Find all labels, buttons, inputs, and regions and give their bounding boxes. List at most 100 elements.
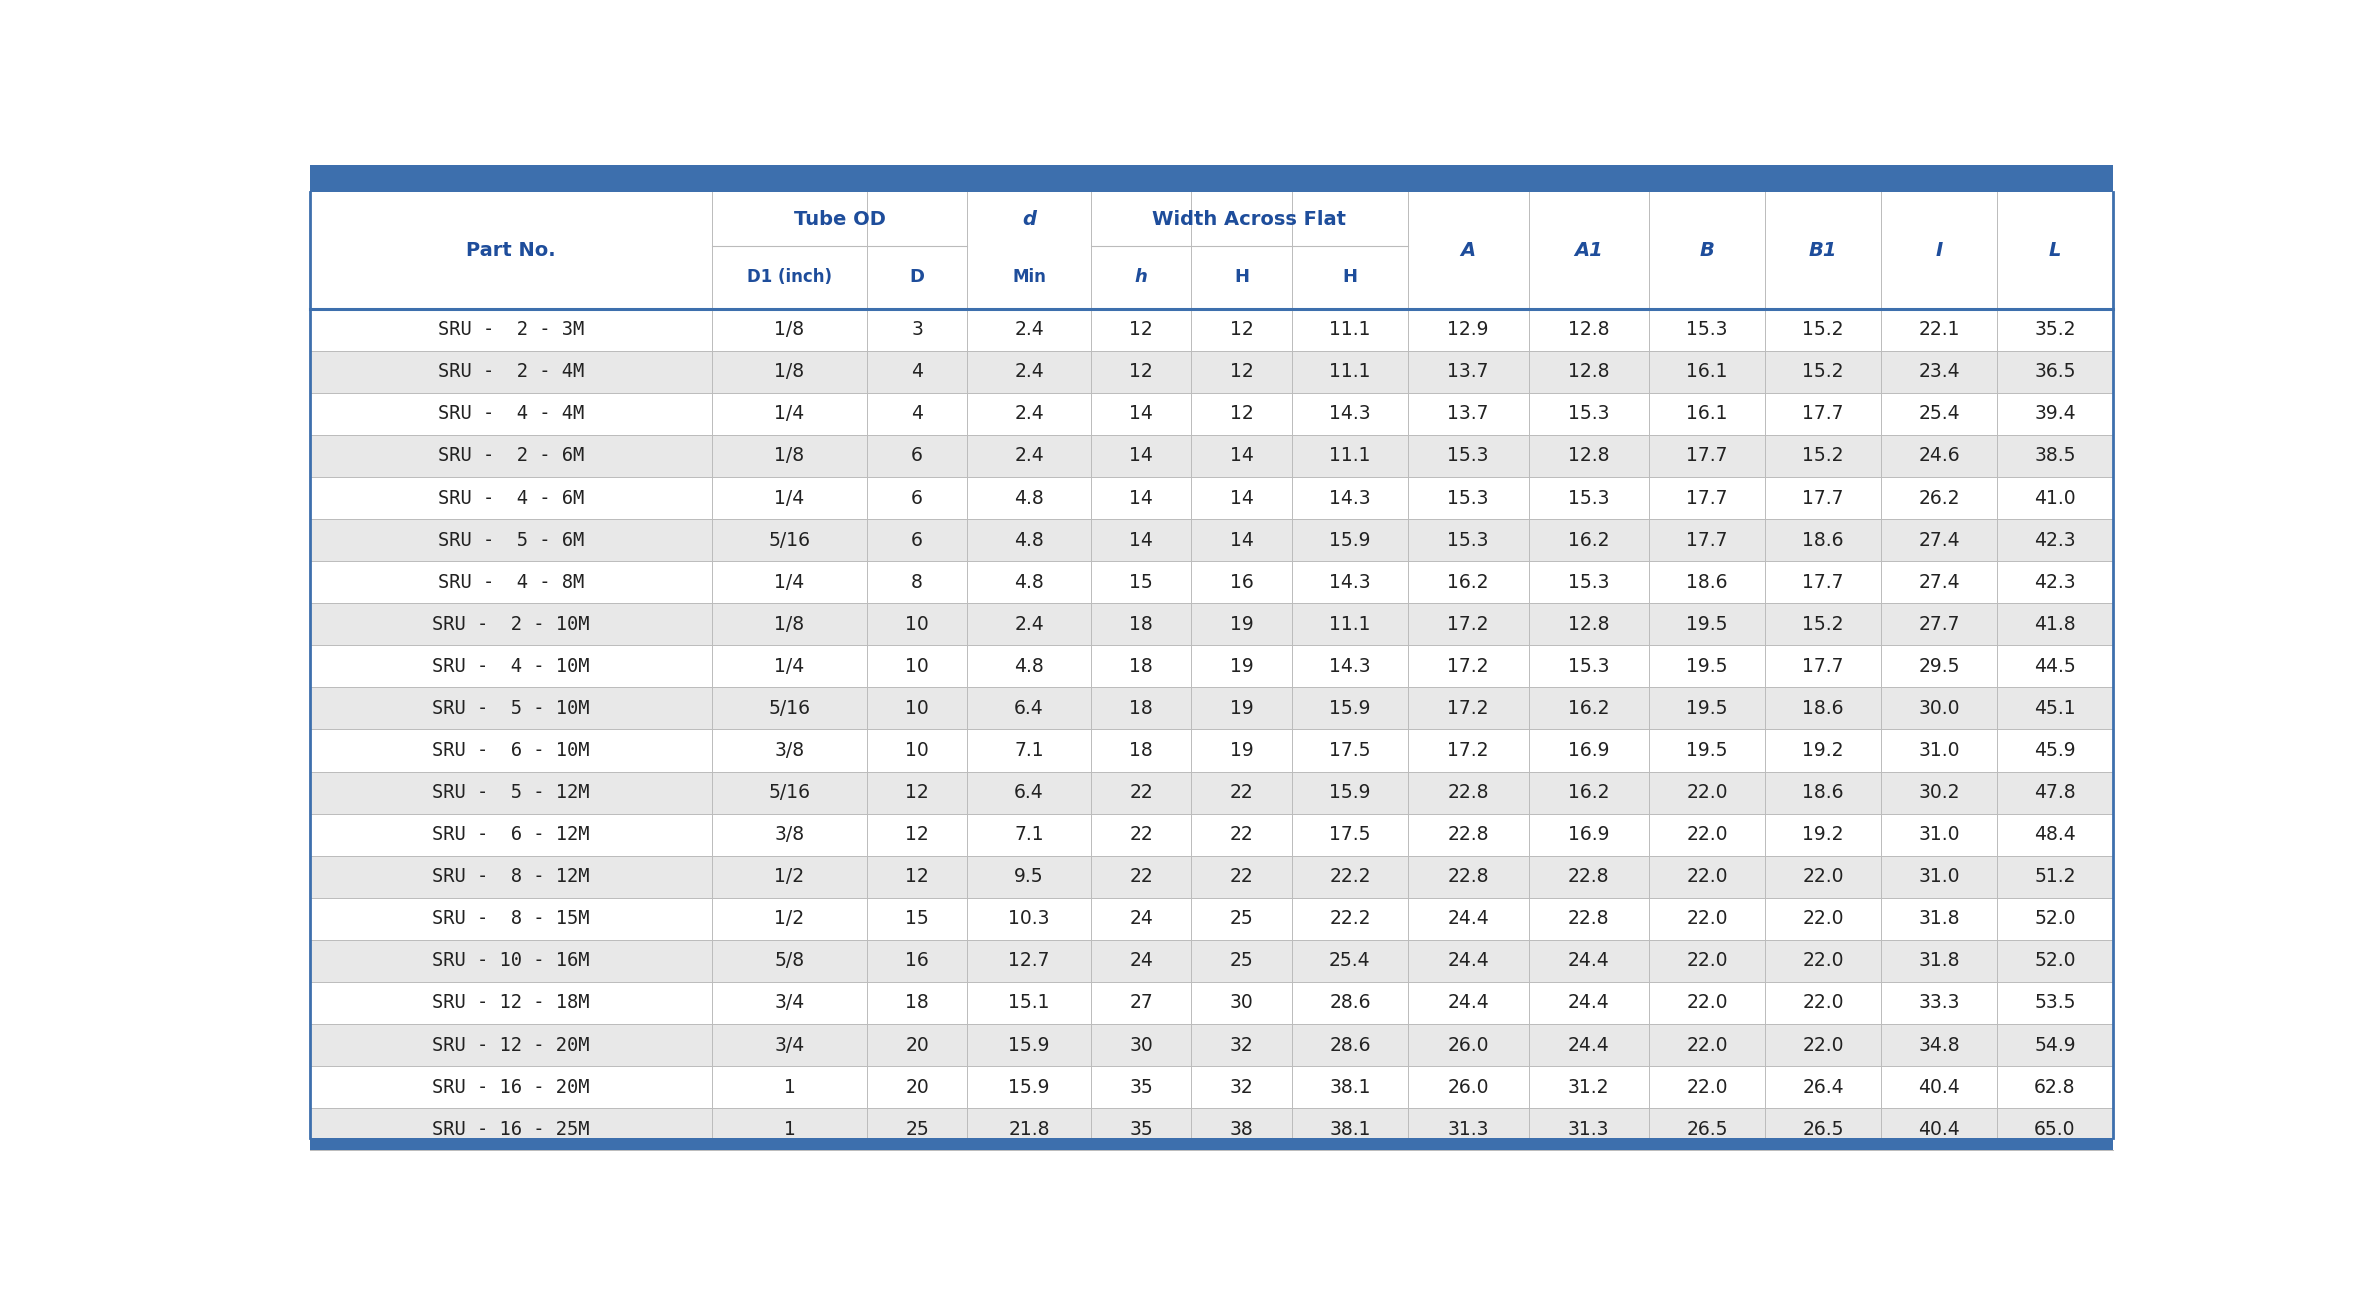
Text: 12: 12 [905, 867, 929, 887]
Bar [310, 814, 2113, 855]
Bar [310, 730, 2113, 772]
Text: 15.3: 15.3 [1447, 447, 1489, 465]
Text: 35: 35 [1130, 1119, 1154, 1139]
Text: 15.9: 15.9 [1329, 699, 1371, 718]
Text: 41.8: 41.8 [2033, 615, 2076, 633]
Text: 1/4: 1/4 [775, 405, 804, 423]
Text: 19.2: 19.2 [1801, 825, 1844, 844]
Text: 15: 15 [1130, 572, 1154, 592]
Text: 7.1: 7.1 [1014, 825, 1045, 844]
Text: 12.7: 12.7 [1009, 951, 1050, 970]
Text: 3: 3 [910, 320, 922, 340]
Text: 1/2: 1/2 [775, 909, 804, 929]
Text: 52.0: 52.0 [2033, 909, 2076, 929]
Text: 51.2: 51.2 [2033, 867, 2076, 887]
Text: 22.0: 22.0 [1686, 909, 1728, 929]
Text: 26.5: 26.5 [1686, 1119, 1728, 1139]
Text: 1/8: 1/8 [775, 615, 804, 633]
Text: 15.3: 15.3 [1567, 572, 1610, 592]
Text: 22.0: 22.0 [1686, 994, 1728, 1012]
Text: SRU -  6 - 12M: SRU - 6 - 12M [433, 825, 591, 844]
Text: 3/8: 3/8 [775, 741, 804, 760]
Text: 12.8: 12.8 [1567, 362, 1610, 381]
Text: D: D [910, 268, 924, 286]
Text: 17.2: 17.2 [1447, 741, 1489, 760]
Text: 3/8: 3/8 [775, 825, 804, 844]
Bar [310, 645, 2113, 687]
Text: 30: 30 [1229, 994, 1253, 1012]
Text: 11.1: 11.1 [1329, 447, 1371, 465]
Text: 38.1: 38.1 [1329, 1119, 1371, 1139]
Text: 22.8: 22.8 [1447, 867, 1489, 887]
Text: A1: A1 [1574, 242, 1603, 260]
Text: 12.9: 12.9 [1447, 320, 1489, 340]
Text: 31.8: 31.8 [1917, 909, 1960, 929]
Text: 26.4: 26.4 [1801, 1077, 1844, 1097]
Bar [310, 1109, 2113, 1151]
Text: 65.0: 65.0 [2033, 1119, 2076, 1139]
Text: 16: 16 [1229, 572, 1253, 592]
Text: 18.6: 18.6 [1801, 699, 1844, 718]
Text: 4.8: 4.8 [1014, 530, 1045, 550]
Text: 14: 14 [1130, 530, 1154, 550]
Text: SRU -  2 - 6M: SRU - 2 - 6M [437, 447, 584, 465]
Text: 30.0: 30.0 [1917, 699, 1960, 718]
Text: 12: 12 [1229, 320, 1253, 340]
Text: 14: 14 [1130, 447, 1154, 465]
Text: 16.9: 16.9 [1567, 741, 1610, 760]
Bar [310, 562, 2113, 603]
Text: 42.3: 42.3 [2033, 530, 2076, 550]
Text: 12: 12 [905, 784, 929, 802]
Text: 23.4: 23.4 [1917, 362, 1960, 381]
Text: 27: 27 [1130, 994, 1154, 1012]
Text: 11.1: 11.1 [1329, 615, 1371, 633]
Text: 2.4: 2.4 [1014, 362, 1045, 381]
Text: Tube OD: Tube OD [794, 209, 886, 229]
Text: 1/8: 1/8 [775, 447, 804, 465]
Text: 22.0: 22.0 [1801, 994, 1844, 1012]
Bar [310, 855, 2113, 897]
Text: 15.9: 15.9 [1009, 1036, 1050, 1054]
Text: 19.2: 19.2 [1801, 741, 1844, 760]
Bar [310, 192, 2113, 308]
Text: SRU -  4 - 6M: SRU - 4 - 6M [437, 488, 584, 508]
Text: 45.9: 45.9 [2033, 741, 2076, 760]
Text: 22.0: 22.0 [1686, 1036, 1728, 1054]
Text: SRU -  5 - 10M: SRU - 5 - 10M [433, 699, 591, 718]
Text: 15.2: 15.2 [1801, 615, 1844, 633]
Text: 18: 18 [1130, 741, 1154, 760]
Text: 22: 22 [1229, 825, 1253, 844]
Text: 14.3: 14.3 [1329, 572, 1371, 592]
Text: 38: 38 [1229, 1119, 1253, 1139]
Text: 31.2: 31.2 [1567, 1077, 1610, 1097]
Text: 27.4: 27.4 [1917, 530, 1960, 550]
Text: SRU - 12 - 20M: SRU - 12 - 20M [433, 1036, 591, 1054]
Bar [310, 435, 2113, 477]
Text: I: I [1936, 242, 1943, 260]
Text: SRU - 12 - 18M: SRU - 12 - 18M [433, 994, 591, 1012]
Text: 20: 20 [905, 1077, 929, 1097]
Text: 12.8: 12.8 [1567, 320, 1610, 340]
Text: 14.3: 14.3 [1329, 488, 1371, 508]
Text: SRU - 16 - 25M: SRU - 16 - 25M [433, 1119, 591, 1139]
Text: 18: 18 [1130, 657, 1154, 675]
Text: 62.8: 62.8 [2033, 1077, 2076, 1097]
Text: 22: 22 [1229, 784, 1253, 802]
Text: 47.8: 47.8 [2033, 784, 2076, 802]
Text: 1/8: 1/8 [775, 320, 804, 340]
Text: 14.3: 14.3 [1329, 405, 1371, 423]
Text: 25: 25 [1229, 909, 1253, 929]
Text: h: h [1135, 268, 1147, 286]
Text: 24.4: 24.4 [1447, 994, 1489, 1012]
Text: 31.3: 31.3 [1567, 1119, 1610, 1139]
Text: 5/16: 5/16 [768, 699, 811, 718]
Text: 40.4: 40.4 [1917, 1119, 1960, 1139]
Text: 27.4: 27.4 [1917, 572, 1960, 592]
Text: 19.5: 19.5 [1686, 657, 1728, 675]
Text: 22.0: 22.0 [1801, 951, 1844, 970]
Text: 1/2: 1/2 [775, 867, 804, 887]
Text: 42.3: 42.3 [2033, 572, 2076, 592]
Text: 22.0: 22.0 [1801, 867, 1844, 887]
Text: 12.8: 12.8 [1567, 615, 1610, 633]
Text: SRU -  2 - 3M: SRU - 2 - 3M [437, 320, 584, 340]
